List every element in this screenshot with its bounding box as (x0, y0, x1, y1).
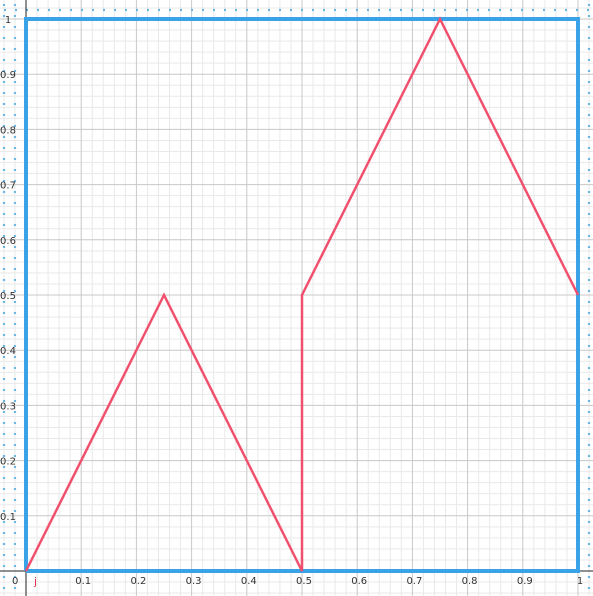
y-tick-label: 0.4 (0, 346, 16, 357)
x-tick-label: 0.1 (75, 576, 91, 587)
y-tick-label: 0.7 (0, 181, 16, 192)
series-line (24, 16, 580, 572)
x-tick-label: 0.9 (517, 576, 533, 587)
x-tick-label: 0.7 (406, 576, 422, 587)
x-tick-label: 1 (577, 576, 583, 587)
unit-square-outline (24, 17, 580, 573)
unit-square-box (24, 17, 580, 573)
x-tick-label: 0.3 (186, 576, 202, 587)
x-tick-label: 0.5 (296, 576, 312, 587)
y-tick-label: 0.3 (0, 401, 16, 412)
y-tick-label: 0.8 (0, 125, 16, 136)
y-tick-label: 0.9 (0, 70, 16, 81)
y-tick-label: 0.5 (0, 291, 16, 302)
series-layer (24, 16, 580, 572)
x-tick-label: 0.6 (351, 576, 367, 587)
y-tick-label: 0.1 (0, 512, 16, 523)
x-tick-label: 0.2 (130, 576, 146, 587)
y-tick-label: 1 (5, 15, 11, 26)
x-tick-label: 0.8 (462, 576, 478, 587)
function-label: j (33, 575, 37, 588)
y-tick-label: 0.2 (0, 457, 16, 468)
tick-labels: 0.1 0.2 0.3 0.4 0.5 0.6 0.7 0.8 0.9 1 0.1 0.2 0.3 0.4… (0, 15, 583, 587)
origin-label: 0 (12, 576, 18, 587)
x-tick-label: 0.4 (241, 576, 257, 587)
y-tick-label: 0.6 (0, 236, 16, 247)
